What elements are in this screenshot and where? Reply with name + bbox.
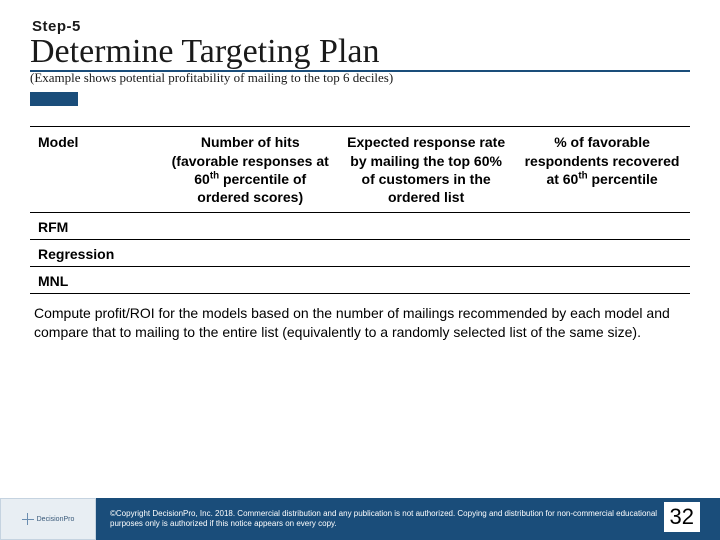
logo-mark-icon [22,513,34,525]
row-mnl: MNL [30,267,690,294]
accent-bar [30,92,78,106]
slide-title: Determine Targeting Plan [30,33,690,72]
slide-subtitle: (Example shows potential profitability o… [30,70,690,86]
row-rfm: RFM [30,213,690,240]
comparison-table: Model Number of hits (favorable response… [30,126,690,294]
logo-text: DecisionPro [37,516,75,523]
table-row: Regression [30,240,690,267]
footer-copyright: ©Copyright DecisionPro, Inc. 2018. Comme… [96,498,720,540]
header-response-rate: Expected response rate by mailing the to… [338,127,514,213]
table-row: MNL [30,267,690,294]
footnote-text: Compute profit/ROI for the models based … [30,304,690,342]
row-regression: Regression [30,240,690,267]
header-recovered: % of favorable respondents recovered at … [514,127,690,213]
table-header-row: Model Number of hits (favorable response… [30,127,690,213]
header-hits: Number of hits (favorable responses at 6… [162,127,338,213]
table-row: RFM [30,213,690,240]
header-model: Model [30,127,162,213]
slide-footer: DecisionPro ©Copyright DecisionPro, Inc.… [0,498,720,540]
slide-content: Step-5 Determine Targeting Plan (Example… [0,0,720,540]
footer-logo: DecisionPro [0,498,96,540]
page-number: 32 [664,502,700,532]
